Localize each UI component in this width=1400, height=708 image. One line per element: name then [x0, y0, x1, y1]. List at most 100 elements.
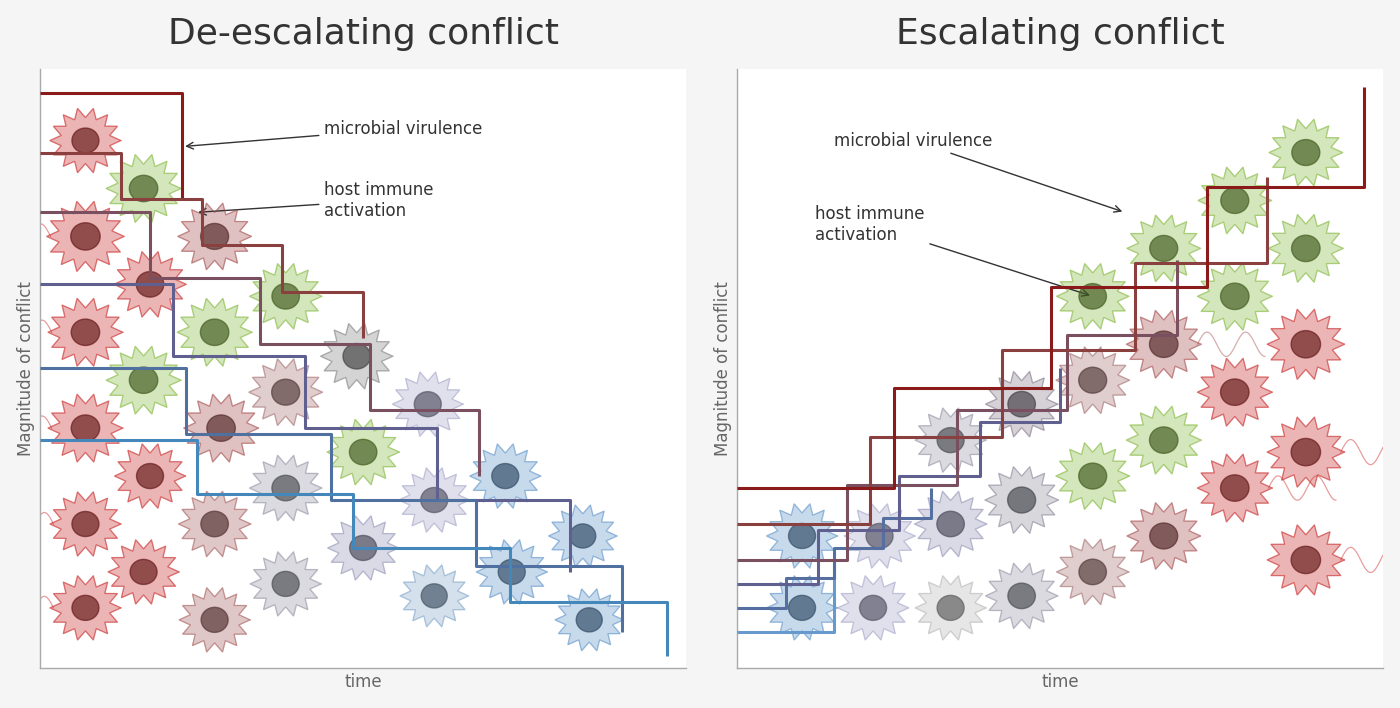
Polygon shape: [1267, 525, 1344, 595]
Circle shape: [867, 523, 893, 549]
Polygon shape: [328, 516, 399, 580]
Polygon shape: [914, 491, 987, 556]
Polygon shape: [1127, 503, 1201, 569]
Polygon shape: [549, 505, 617, 567]
Polygon shape: [321, 324, 393, 389]
X-axis label: time: time: [1042, 673, 1079, 691]
Circle shape: [1291, 547, 1320, 573]
Polygon shape: [767, 504, 837, 568]
Circle shape: [1221, 475, 1249, 501]
Circle shape: [1079, 559, 1106, 585]
Circle shape: [207, 415, 235, 441]
Circle shape: [272, 284, 300, 309]
Circle shape: [860, 595, 886, 620]
Polygon shape: [476, 539, 547, 604]
Circle shape: [1221, 283, 1249, 309]
Circle shape: [421, 584, 447, 608]
Text: microbial virulence: microbial virulence: [186, 120, 483, 149]
Polygon shape: [328, 419, 399, 485]
Polygon shape: [249, 359, 322, 426]
Circle shape: [71, 128, 99, 153]
Text: microbial virulence: microbial virulence: [834, 132, 1121, 212]
Circle shape: [272, 571, 300, 596]
Polygon shape: [986, 563, 1058, 629]
Circle shape: [1078, 367, 1106, 393]
Circle shape: [350, 440, 377, 465]
Circle shape: [200, 224, 228, 249]
Text: host immune
activation: host immune activation: [200, 181, 434, 220]
Circle shape: [937, 428, 965, 452]
Polygon shape: [399, 468, 470, 532]
Polygon shape: [1056, 347, 1130, 413]
Circle shape: [1008, 392, 1036, 417]
Polygon shape: [50, 576, 120, 640]
Circle shape: [1291, 331, 1320, 358]
Circle shape: [577, 607, 602, 632]
Circle shape: [1008, 583, 1036, 609]
Title: Escalating conflict: Escalating conflict: [896, 17, 1225, 51]
Circle shape: [1291, 438, 1320, 466]
Y-axis label: Magnitude of conflict: Magnitude of conflict: [17, 281, 35, 456]
Circle shape: [937, 511, 965, 537]
Polygon shape: [392, 372, 463, 436]
Circle shape: [788, 595, 816, 620]
Polygon shape: [1198, 167, 1271, 234]
Polygon shape: [470, 444, 540, 508]
Polygon shape: [837, 576, 909, 640]
Circle shape: [1292, 235, 1320, 261]
Polygon shape: [183, 394, 259, 462]
Polygon shape: [1197, 358, 1273, 426]
Circle shape: [136, 272, 164, 297]
Circle shape: [272, 379, 300, 405]
Polygon shape: [1267, 417, 1344, 487]
Polygon shape: [115, 444, 186, 508]
Polygon shape: [1126, 406, 1201, 474]
Circle shape: [71, 595, 99, 620]
Circle shape: [498, 559, 525, 584]
Polygon shape: [1268, 215, 1343, 282]
Circle shape: [1149, 236, 1177, 261]
Polygon shape: [113, 251, 186, 317]
Polygon shape: [1267, 309, 1344, 379]
Polygon shape: [767, 576, 837, 640]
Circle shape: [200, 511, 228, 537]
Circle shape: [1221, 188, 1249, 213]
Polygon shape: [50, 108, 120, 173]
Circle shape: [1149, 427, 1177, 453]
Circle shape: [71, 223, 101, 250]
Polygon shape: [1056, 442, 1130, 509]
Polygon shape: [916, 408, 986, 472]
Polygon shape: [916, 576, 986, 640]
Polygon shape: [106, 346, 181, 414]
Circle shape: [1149, 523, 1177, 549]
X-axis label: time: time: [344, 673, 382, 691]
Circle shape: [129, 367, 158, 394]
Polygon shape: [984, 467, 1058, 533]
Circle shape: [1079, 284, 1106, 309]
Circle shape: [1078, 463, 1106, 489]
Circle shape: [421, 488, 448, 513]
Polygon shape: [106, 154, 181, 222]
Circle shape: [1221, 379, 1249, 406]
Circle shape: [343, 343, 371, 369]
Polygon shape: [179, 588, 251, 652]
Circle shape: [414, 392, 441, 417]
Polygon shape: [251, 552, 321, 616]
Circle shape: [1149, 331, 1177, 358]
Polygon shape: [178, 203, 252, 270]
Polygon shape: [50, 492, 120, 556]
Polygon shape: [48, 394, 123, 462]
Polygon shape: [1197, 263, 1273, 330]
Circle shape: [937, 595, 965, 620]
Polygon shape: [1057, 263, 1128, 329]
Polygon shape: [1197, 454, 1273, 522]
Circle shape: [788, 523, 816, 549]
Text: host immune
activation: host immune activation: [815, 205, 1089, 296]
Circle shape: [129, 176, 158, 202]
Title: De-escalating conflict: De-escalating conflict: [168, 17, 559, 51]
Circle shape: [130, 559, 157, 584]
Circle shape: [200, 319, 228, 346]
Polygon shape: [178, 298, 252, 366]
Polygon shape: [1126, 310, 1201, 378]
Circle shape: [570, 524, 596, 548]
